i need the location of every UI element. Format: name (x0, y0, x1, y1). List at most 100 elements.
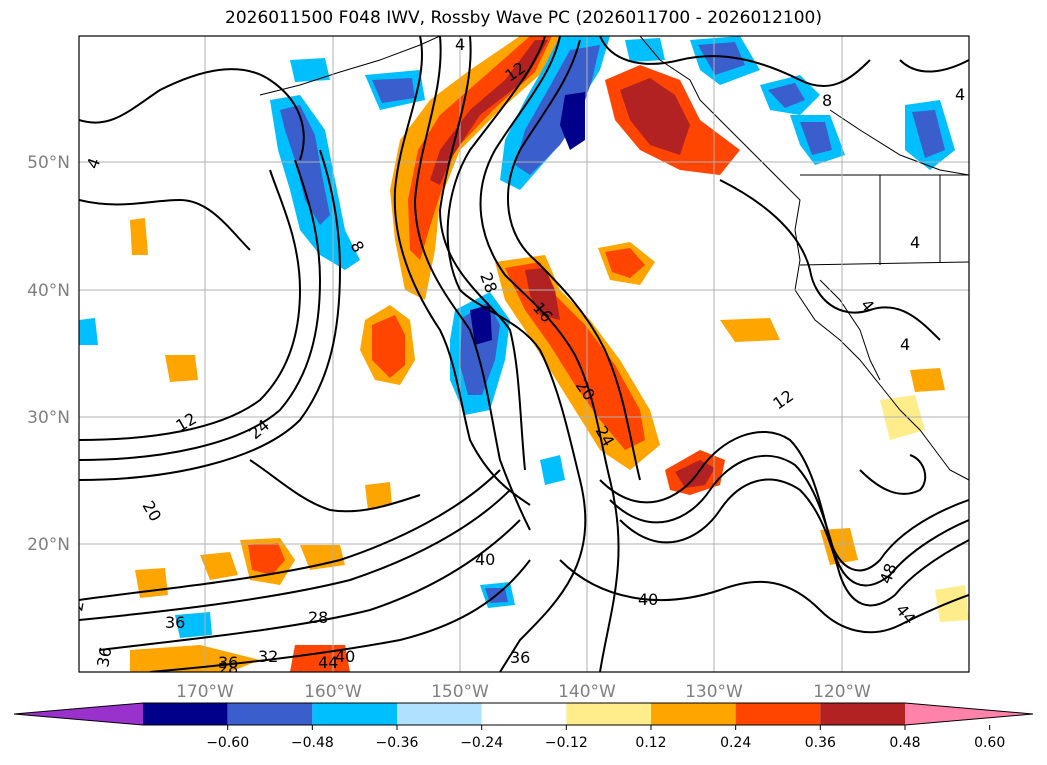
alaska-coastline (259, 36, 441, 96)
positive-anomaly-blob-northeast-core (620, 78, 690, 155)
negative-anomaly-blob-northeast-3-core (912, 110, 945, 158)
colorbar-segment (481, 703, 567, 725)
colorbar-segment (227, 703, 313, 725)
contour-trough-3 (438, 36, 526, 471)
contour-south-4 (149, 559, 531, 672)
map-plot-area: 12 16 20 24 28 28 8 8 4 4 4 4 4 4 12 24 … (79, 35, 969, 678)
colorbar: −0.60 −0.48 −0.36 −0.24 −0.12 0.12 0.24 0.36 0.4… (13, 702, 1034, 751)
colorbar-tick-label: 0.24 (720, 735, 751, 751)
colorbar-tick-label: 0.48 (889, 735, 920, 751)
positive-anomaly-blob-southwest-1-core (248, 543, 285, 575)
negative-anomaly-blob-south-4 (540, 455, 565, 485)
contour-center-loop (249, 459, 421, 513)
contour-northeast-3 (899, 59, 969, 73)
contour-trough-1 (393, 36, 531, 506)
positive-anomaly-band-north (390, 36, 560, 300)
colorbar-tick-label: −0.36 (376, 735, 419, 751)
colorbar-tick-label: 0.36 (805, 735, 836, 751)
contour-south-3 (99, 519, 521, 651)
contour-west-2 (79, 159, 322, 461)
contour-label-32-south: 32 (258, 647, 278, 666)
lon-label-140w: 140°W (558, 682, 616, 702)
contour-ridge-1 (446, 36, 587, 672)
lon-label-130w: 130°W (685, 682, 743, 702)
colorbar-tick-label: −0.12 (545, 735, 588, 751)
negative-anomaly-blob-northeast-2-core (800, 122, 832, 155)
colorbar-segment (735, 703, 821, 725)
contour-ridge-3 (507, 39, 641, 481)
contour-label-8-east: 8 (822, 91, 832, 110)
negative-anomaly-blob-northeast-core (768, 83, 805, 108)
positive-anomaly-band-north-core (408, 36, 552, 260)
positive-anomaly-blob-southwest-3 (300, 545, 345, 570)
positive-anomaly-blob-south-3 (365, 482, 392, 510)
colorbar-tick-label: −0.24 (460, 735, 503, 751)
contour-northeast-1 (599, 36, 871, 88)
colorbar-segment (143, 703, 228, 725)
contour-label-36-south-2: 36 (218, 653, 238, 672)
contour-south-2 (79, 489, 511, 621)
longitude-labels: 170°W 160°W 150°W 140°W 130°W 120°W (176, 682, 871, 702)
positive-anomaly-blob-east-5 (165, 355, 198, 382)
negative-anomaly-blob-south-3 (79, 318, 98, 345)
contour-label-28-south: 28 (308, 608, 328, 627)
contour-label-36-south: 36 (510, 648, 530, 667)
colorbar-segment (312, 703, 397, 725)
contour-label-44-south: 44 (318, 653, 338, 672)
positive-anomaly-blob-west-core (372, 315, 405, 378)
negative-anomaly-band-north-inner (560, 92, 585, 150)
positive-anomaly-blob-east-6 (130, 218, 148, 255)
positive-anomaly-band-central-inner (525, 268, 560, 320)
baja-coastline (819, 279, 881, 381)
contour-west-3 (79, 149, 342, 481)
canada-border (829, 109, 969, 176)
positive-anomaly-blob-east-8 (910, 368, 945, 392)
contour-label-28-southwest: 28 (218, 659, 238, 678)
positive-anomaly-blob-east-7 (935, 585, 969, 622)
lat-label-40n: 40°N (27, 281, 70, 301)
colorbar-segment (820, 703, 905, 725)
colorbar-tick-label: 0.60 (974, 735, 1005, 751)
contour-northwest-2 (79, 198, 251, 251)
positive-anomaly-blob-east-core (675, 460, 715, 488)
positive-anomaly-blob-mid-core (605, 248, 645, 278)
lat-label-30n: 30°N (27, 408, 70, 428)
contour-label-4-north: 4 (455, 35, 465, 54)
colorbar-tick-label: −0.60 (206, 735, 249, 751)
negative-anomaly-blob-north-5 (625, 38, 665, 62)
lon-label-160w: 160°W (304, 682, 362, 702)
contour-label-36-southwest: 36 (93, 645, 115, 668)
contour-ridge-2 (479, 36, 620, 672)
map-frame (78, 35, 970, 673)
contour-east-loop (859, 454, 927, 495)
contour-wave-east-3 (619, 478, 969, 607)
colorbar-extend-high (905, 703, 1033, 725)
lon-label-150w: 150°W (431, 682, 489, 702)
map-title: 2026011500 F048 IWV, Rossby Wave PC (202… (225, 8, 822, 28)
contour-wave-east-4 (559, 559, 969, 634)
negative-anomaly-blob-north-4 (290, 58, 330, 82)
contour-label-40-south: 40 (638, 590, 658, 609)
latitude-labels: 50°N 40°N 30°N 20°N (27, 153, 70, 555)
north-america-coastline (639, 36, 969, 481)
lat-label-50n: 50°N (27, 153, 70, 173)
contour-wave-east-1 (599, 430, 969, 572)
negative-anomaly-blob-north-2-core (372, 78, 415, 103)
positive-anomaly-blob-southwest-2 (200, 552, 238, 580)
negative-anomaly-blob-north-3-core (698, 42, 745, 75)
contour-label-4-east-1: 4 (910, 233, 920, 252)
contour-label-40-south-2: 40 (335, 647, 355, 666)
colorbar-extend-low (14, 703, 143, 725)
colorbar-tick-label: 0.12 (635, 735, 666, 751)
contour-west-1 (79, 169, 302, 441)
negative-anomaly-blob-west-core (280, 105, 330, 225)
shading-layer (79, 36, 969, 672)
colorbar-segment (397, 703, 482, 725)
coastline-layer (259, 36, 969, 481)
contour-label-4-east-3: 4 (900, 335, 910, 354)
negative-anomaly-band-north-core (515, 45, 600, 175)
contour-northeast-2 (719, 179, 941, 341)
colorbar-tick-label: −0.48 (291, 735, 334, 751)
colorbar-segment (566, 703, 651, 725)
